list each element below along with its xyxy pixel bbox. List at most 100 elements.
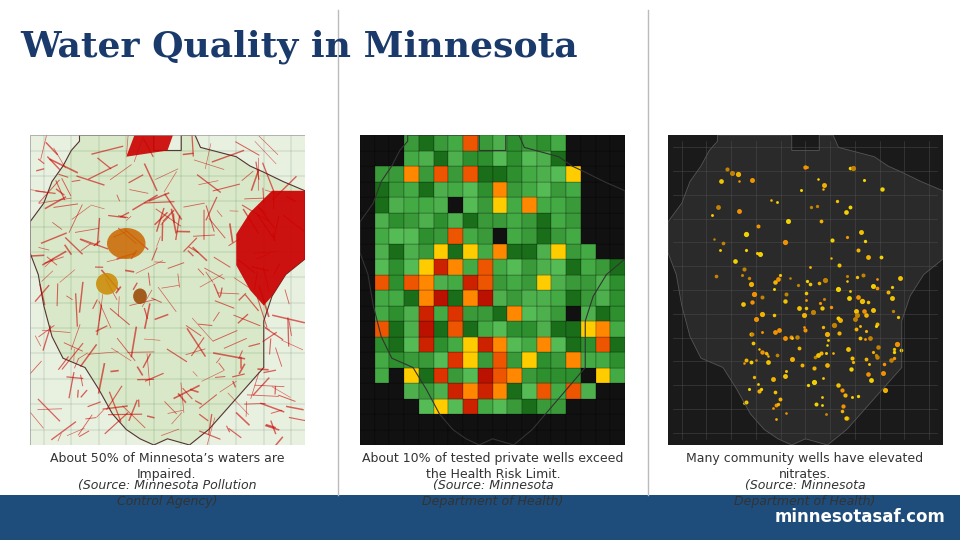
Bar (434, 135, 448, 151)
Bar (448, 429, 463, 445)
Bar (404, 228, 419, 244)
Bar (492, 151, 507, 166)
Polygon shape (30, 135, 305, 445)
Text: About 50% of Minnesota’s waters are
Impaired.: About 50% of Minnesota’s waters are Impa… (50, 452, 284, 481)
Bar (374, 352, 390, 368)
Bar (374, 213, 390, 228)
Bar (434, 274, 448, 290)
Bar (463, 259, 478, 274)
Bar (448, 290, 463, 306)
Bar (507, 306, 522, 321)
Bar (374, 259, 390, 274)
Bar (537, 197, 551, 213)
Bar (581, 213, 595, 228)
Text: About 10% of tested private wells exceed
the Health Risk Limit.: About 10% of tested private wells exceed… (362, 452, 624, 481)
Bar (507, 368, 522, 383)
Bar (566, 135, 581, 151)
Bar (434, 429, 448, 445)
Bar (419, 151, 434, 166)
Bar (390, 306, 404, 321)
Bar (463, 181, 478, 197)
Bar (448, 352, 463, 368)
Bar (551, 166, 566, 181)
Bar (507, 135, 522, 151)
Bar (611, 306, 625, 321)
Bar (611, 213, 625, 228)
Bar (478, 151, 492, 166)
Bar (374, 306, 390, 321)
Bar (448, 383, 463, 399)
Bar (551, 383, 566, 399)
Bar (390, 383, 404, 399)
Bar (374, 414, 390, 429)
Bar (404, 166, 419, 181)
Bar (581, 321, 595, 336)
Bar (390, 336, 404, 352)
Bar (463, 306, 478, 321)
Bar (537, 352, 551, 368)
Bar (374, 274, 390, 290)
Bar (478, 321, 492, 336)
Bar (390, 197, 404, 213)
Bar (522, 181, 537, 197)
Bar (419, 213, 434, 228)
Bar (507, 166, 522, 181)
Bar (522, 399, 537, 414)
Bar (404, 259, 419, 274)
Bar (537, 336, 551, 352)
Bar (611, 135, 625, 151)
Bar (463, 368, 478, 383)
Bar (360, 306, 374, 321)
Bar (611, 274, 625, 290)
Bar (374, 368, 390, 383)
Bar (463, 228, 478, 244)
Bar (507, 321, 522, 336)
Bar (478, 244, 492, 259)
Bar (537, 274, 551, 290)
Bar (463, 414, 478, 429)
Bar (507, 244, 522, 259)
Bar (419, 274, 434, 290)
Bar (611, 166, 625, 181)
Bar (566, 321, 581, 336)
Bar (566, 259, 581, 274)
Bar (463, 321, 478, 336)
Bar (522, 166, 537, 181)
Bar (404, 306, 419, 321)
Ellipse shape (107, 228, 146, 259)
Bar (522, 429, 537, 445)
Bar (611, 228, 625, 244)
Bar (492, 352, 507, 368)
Bar (537, 368, 551, 383)
Bar (463, 352, 478, 368)
Bar (522, 306, 537, 321)
Bar (463, 274, 478, 290)
Bar (522, 197, 537, 213)
Bar (507, 290, 522, 306)
Bar (595, 414, 611, 429)
Bar (360, 290, 374, 306)
Bar (478, 135, 492, 151)
Bar (419, 336, 434, 352)
Bar (360, 197, 374, 213)
Bar (448, 197, 463, 213)
Bar (507, 151, 522, 166)
Bar (434, 399, 448, 414)
Bar (463, 290, 478, 306)
Polygon shape (236, 191, 305, 306)
Text: Water Quality in Minnesota: Water Quality in Minnesota (20, 30, 578, 64)
Bar (374, 290, 390, 306)
Bar (581, 429, 595, 445)
Text: minnesotasaf.com: minnesotasaf.com (774, 509, 945, 526)
Bar (434, 414, 448, 429)
Bar (478, 336, 492, 352)
Bar (595, 213, 611, 228)
Bar (463, 336, 478, 352)
Bar (581, 244, 595, 259)
Bar (360, 244, 374, 259)
Bar (404, 274, 419, 290)
Bar (390, 368, 404, 383)
Bar (611, 414, 625, 429)
Bar (611, 290, 625, 306)
Bar (419, 135, 434, 151)
